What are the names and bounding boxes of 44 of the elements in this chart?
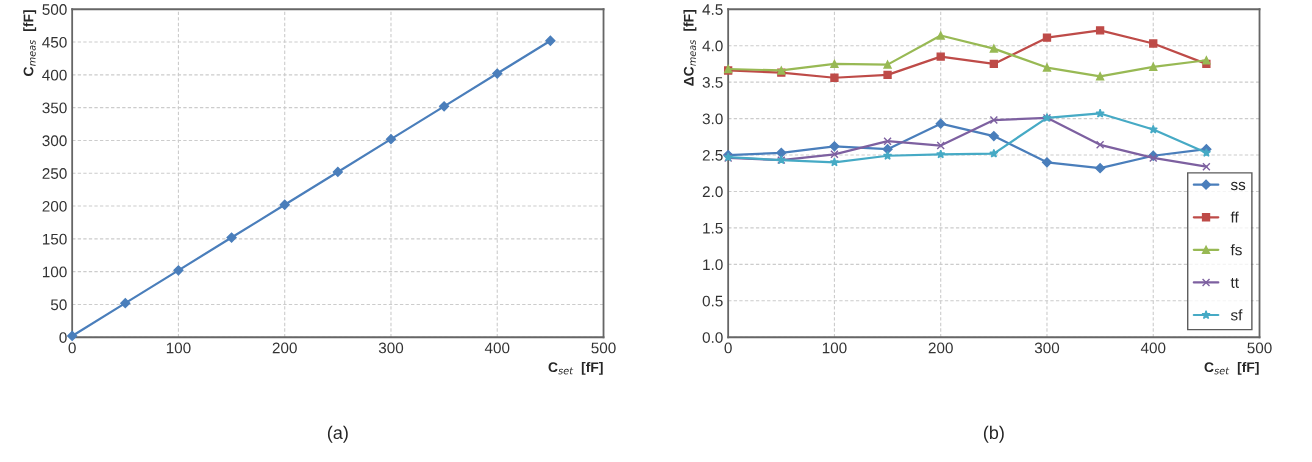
y-tick-label: 0.5 <box>702 295 723 307</box>
y-tick-label: 350 <box>42 102 67 114</box>
x-axis-title: C$_{set}$ [fF] <box>1204 361 1259 375</box>
y-tick-label: 400 <box>42 69 67 81</box>
x-tick-label: 500 <box>1247 342 1272 354</box>
legend-label: sf <box>1230 309 1243 321</box>
y-tick-label: 250 <box>42 168 67 179</box>
legend-label: tt <box>1230 277 1239 288</box>
x-tick-label: 200 <box>928 342 953 354</box>
y-tick-label: 150 <box>42 233 67 245</box>
y-tick-label: 50 <box>50 299 67 311</box>
x-tick-label: 400 <box>1140 342 1166 354</box>
y-tick-label: 200 <box>42 200 67 212</box>
x-tick-label: 0 <box>68 342 76 354</box>
y-tick-label: 0.0 <box>702 332 723 343</box>
x-tick-label: 100 <box>166 342 191 354</box>
y-tick-label: 450 <box>42 36 67 48</box>
legend-label: fs <box>1230 244 1242 256</box>
x-axis-title: C$_{set}$ [fF] <box>548 361 603 375</box>
y-tick-label: 300 <box>42 135 67 147</box>
y-axis-title: C$_{meas}$ [fF] <box>23 10 37 76</box>
y-tick-label: 3.5 <box>702 77 723 88</box>
y-tick-label: 100 <box>42 266 67 278</box>
y-tick-label: 1.5 <box>703 222 723 234</box>
x-tick-label: 500 <box>591 342 616 354</box>
y-tick-label: 500 <box>42 4 67 15</box>
legend-label: ss <box>1230 181 1246 191</box>
y-tick-label: 3.0 <box>702 113 723 125</box>
y-tick-label: 2.5 <box>702 149 723 161</box>
y-tick-label: 4.0 <box>702 40 723 52</box>
y-tick-label: 2.0 <box>702 186 723 198</box>
y-tick-label: 0 <box>59 332 67 343</box>
x-tick-label: 400 <box>484 342 510 354</box>
x-tick-label: 100 <box>822 342 847 354</box>
text: (a) <box>327 425 348 443</box>
x-tick-label: 0 <box>724 342 732 354</box>
x-tick-label: 300 <box>378 342 404 354</box>
x-tick-label: 300 <box>1034 342 1060 354</box>
text: (b) <box>983 425 1004 443</box>
y-axis-title: ΔC$_{meas}$ [fF] <box>683 10 697 86</box>
x-tick-label: 200 <box>272 342 297 354</box>
y-tick-label: 4.5 <box>702 4 723 15</box>
legend-label: ff <box>1230 211 1239 223</box>
y-tick-label: 1.0 <box>703 259 723 271</box>
